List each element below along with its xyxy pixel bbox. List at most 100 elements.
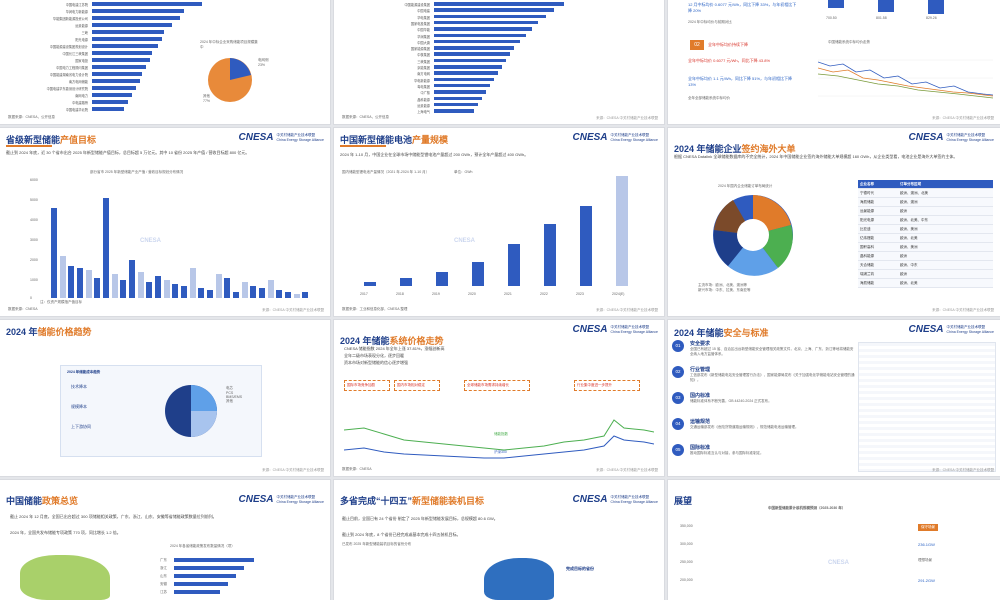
- x-tick-label: 2018: [396, 292, 404, 296]
- slide-bid-prices[interactable]: 12 月中标均价 0.6077 元/Wh，同比下降 33%，与年初相比下降 20…: [668, 0, 1000, 124]
- bar-value-1: 700.50: [826, 16, 837, 20]
- bar-label: 中广核: [420, 91, 430, 96]
- scenario-tag-1: 保守场景: [918, 524, 938, 531]
- source: 数据来源：CNESA: [8, 307, 38, 311]
- bar: [198, 288, 205, 298]
- text-trend: 全年中标均价持续下降: [708, 42, 748, 47]
- section-head: 运输规范: [690, 419, 711, 425]
- bar: [111, 274, 118, 298]
- body-text: 2024 年 1-10 月，中国企业在全球市场中储能型锂电池产量超过 200 G…: [340, 152, 529, 157]
- scenario-value-2: 291.2GW: [918, 578, 935, 583]
- slide-battery-production[interactable]: 中国新型储能电池产量规模 CNESA 中关村储能产业技术联盟 China Ener…: [334, 128, 664, 316]
- section-body: 工信部发布《新型储能电站安全管理暂行办法》，国家能源局发布《关于加强电化学储能电…: [690, 373, 855, 382]
- x-tick-label: 2017: [360, 292, 368, 296]
- slide-title: 多省完成“十四五”新型储能装机目标: [340, 496, 485, 506]
- bar: [129, 260, 136, 298]
- bar-label: 中国电建江苏院: [65, 3, 88, 7]
- scenario-tag-2: 理想场景: [918, 558, 932, 562]
- source: 数据来源：工业和信息化部，CNESA 整理: [342, 307, 408, 311]
- bar-label: 南方电网储能: [68, 80, 88, 84]
- bar: [434, 20, 538, 25]
- slide-overseas-orders[interactable]: 2024 年储能企业签约海外大单 CNESA 中关村储能产业技术联盟 China …: [668, 128, 1000, 316]
- bar-label: 三峡集团: [417, 59, 430, 64]
- pie-note: 2024 年中标企业采购储能项目规模集中: [200, 40, 258, 49]
- body-text: 截止到 2024 年底，近 30 个省市出台 2025 年新型储能产值目标，总目…: [6, 150, 250, 155]
- slide-policy-overview[interactable]: 中国储能政策总览 CNESA 中关村储能产业技术联盟 China Energy S…: [0, 480, 330, 600]
- section-head: 行业管理: [690, 367, 711, 373]
- cnesa-logo: CNESA 中关村储能产业技术联盟 China Energy Storage Al…: [572, 132, 659, 143]
- bar-label: 中电建路桥: [72, 101, 88, 105]
- donut-chart: [713, 195, 793, 276]
- pie-value-other: 77%: [203, 99, 211, 103]
- map-title: 已发布 2025 年新型储能装机目标的省份分布: [342, 542, 412, 546]
- table-cell: 欧洲、美洲: [898, 225, 993, 234]
- slide-title: 2024 年储能价格趋势: [6, 327, 92, 337]
- cnesa-logo: CNESA 中关村储能产业技术联盟 China Energy Storage Al…: [238, 132, 325, 143]
- bar-label: 华电集团: [417, 15, 430, 20]
- bar: [137, 272, 144, 298]
- bar-label: 中国电建华北院: [65, 108, 88, 112]
- slide-title: 展望: [674, 496, 693, 506]
- bar-label: 广东: [160, 558, 167, 562]
- section-number: 03: [672, 392, 684, 404]
- text-full-year: 全年中标均价 0.6077 元/Wh，同比下降 43.8%: [688, 58, 771, 63]
- bar-value-2: 801.58: [876, 16, 887, 20]
- bar: [434, 58, 506, 63]
- section-head: 国际标准: [690, 445, 711, 451]
- text-monthly-price: 12 月中标均价 0.6077 元/Wh，同比下降 33%，与年初相比下降 20…: [688, 2, 797, 13]
- slide-price-trend[interactable]: 2024 年储能价格趋势 2024 年储能成本趋势 技术降本 规模降本 上下游协…: [0, 320, 330, 476]
- bar: [434, 77, 494, 82]
- bar: [92, 93, 132, 97]
- bar: [174, 566, 244, 570]
- bullet-3: 资本市场对新型储能的信心逐步增强: [344, 360, 408, 365]
- table-cell: 远景能源: [858, 207, 898, 216]
- slide-provincial-targets[interactable]: 省级新型储能产值目标 CNESA 中关村储能产业技术联盟 China Energy…: [0, 128, 330, 316]
- bar-label: 华能集团新能源投资公司: [52, 17, 88, 21]
- bar: [172, 284, 179, 298]
- table-cell: 宁德时代: [858, 189, 898, 198]
- slide-outlook[interactable]: 展望 中国新型储能累计装机规模预测（2025-2030 年） 350,000 3…: [668, 480, 1000, 600]
- bar-label: 中国电建: [417, 9, 430, 14]
- footer: 来源：CNESA 中关村储能产业技术联盟: [262, 468, 324, 472]
- bar-label: 南网电力: [75, 94, 88, 98]
- bar: [434, 8, 554, 12]
- table-cell: 海辰储能: [858, 279, 898, 288]
- table-cell: 亿纬锂能: [858, 234, 898, 243]
- bar: [434, 2, 564, 6]
- slide-capacity-targets[interactable]: 多省完成“十四五”新型储能装机目标 CNESA 中关村储能产业技术联盟 China…: [334, 480, 664, 600]
- bar: [85, 270, 92, 298]
- slide-winning-bid-companies[interactable]: 中国电建江苏院 华润电力新能源 华能集团新能源投资公司 远景能源 三峡 阳光电源 中国能源建…: [0, 0, 330, 124]
- bar: [434, 90, 486, 94]
- bar-label: 中国能源建设集团规划设计: [49, 45, 88, 49]
- box-2: 国内市场相对稳定: [394, 380, 440, 391]
- chart-title: 中国新型储能累计装机规模预测（2025-2030 年）: [768, 506, 846, 510]
- bar-label: 中国能建湖南省电力设计院: [49, 73, 88, 77]
- orders-table: 企业名称 订单分布区域 宁德时代 欧洲、澳洲、北美 海辰储能 欧洲、澳洲 远景能源 欧洲 阳光电…: [858, 180, 993, 288]
- bar-chart: [50, 183, 310, 298]
- sections: 01 安全要求 全国已有超过 15 省、自治区出台新型储能安全管理相关政策文件，北京…: [672, 340, 855, 472]
- bar: [250, 286, 257, 298]
- table-cell: 天合储能: [858, 261, 898, 270]
- table-cell: 欧洲: [898, 252, 993, 261]
- slide-safety-standards[interactable]: 2024 年储能安全与标准 CNESA 中关村储能产业技术联盟 China Ene…: [668, 320, 1000, 476]
- slide-title: 2024 年储能系统价格走势: [340, 336, 444, 346]
- bar: [94, 278, 101, 298]
- slide-stock-index[interactable]: 2024 年储能系统价格走势 CNESA 中关村储能产业技术联盟 China En…: [334, 320, 664, 476]
- text-full-year-2: 全年中标均价 1.1 元/Wh，同比下降 51%，与年初相比下降 13%: [688, 76, 793, 87]
- bar: [434, 39, 520, 44]
- footer: 来源：CNESA 中关村储能产业技术联盟: [262, 308, 324, 312]
- trend-box: 2024 年储能成本趋势 技术降本 规模降本 上下游协同 电芯 PCS BMS/…: [60, 365, 262, 457]
- body-text: 根据 CNESA Datalink 全球储能数据库的不完全统计，2024 年中国…: [674, 154, 958, 159]
- table-cell: 欧洲、中东: [898, 261, 993, 270]
- table-cell: 瑞浦兰钧: [858, 270, 898, 279]
- cnesa-logo: CNESA 中关村储能产业技术联盟 China Energy Storage Al…: [572, 494, 659, 505]
- bar: [508, 244, 520, 286]
- item-1: 技术降本: [71, 384, 87, 389]
- bar-label: 中国长江三峡集团: [62, 52, 89, 56]
- slide-title: 2024 年储能安全与标准: [674, 328, 769, 338]
- slide-installed-companies[interactable]: 中国能源建设集团 中国电建 华电集团 国家电投集团 中国华能 华润集团 中国大唐 国家能源集团…: [334, 0, 664, 124]
- bar-label: 阳光电源: [75, 38, 88, 42]
- table-cell: 欧洲、美洲: [898, 243, 993, 252]
- bar: [92, 23, 172, 27]
- bar-label: 华电新能源: [414, 78, 430, 83]
